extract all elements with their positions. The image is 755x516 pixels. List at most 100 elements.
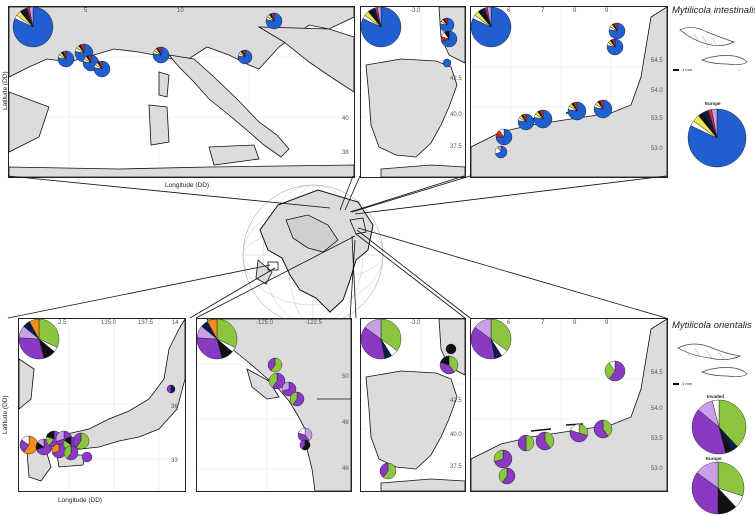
tick-lat: 46	[342, 466, 349, 472]
land-iberia	[365, 370, 458, 470]
haplotype-pie	[93, 60, 111, 78]
land-korea	[19, 358, 35, 410]
haplotype-pie	[166, 384, 176, 394]
haplotype-pie	[608, 22, 626, 40]
land-north-america	[206, 319, 351, 491]
map-northsea-bottom	[471, 319, 667, 491]
tick-lat: 53.0	[651, 466, 663, 472]
haplotype-pie	[604, 360, 626, 382]
x-axis-title-bottom: Longitude (DD)	[58, 497, 103, 504]
parasite-illustration-top: ♀ ♂	[673, 27, 748, 73]
tick-lat: 53.5	[651, 116, 663, 122]
legend-pie-invaded	[691, 399, 747, 455]
tick-lon: 9	[605, 320, 609, 326]
map-iberia-bottom	[361, 319, 465, 491]
haplotype-pie	[517, 113, 535, 131]
tick-lat: 53.0	[651, 146, 663, 152]
tick-lon: 6	[507, 320, 511, 326]
land-sicily	[208, 144, 260, 166]
legend-pie-invaded	[691, 399, 747, 455]
haplotype-pie	[494, 145, 508, 159]
haplotype-pie	[19, 319, 60, 360]
tick-lon: 6	[507, 8, 511, 14]
haplotype-pie	[57, 50, 75, 68]
haplotype-pie	[493, 449, 513, 469]
haplotype-pie	[593, 99, 613, 119]
tick-lat: 37.5	[450, 144, 462, 150]
map-panel-mediterranean	[8, 6, 355, 178]
species-title-intestinalis: Mytilicola intestinalis	[672, 5, 755, 16]
tick-lon: 8	[573, 320, 577, 326]
land-adriatic-coast	[257, 26, 354, 93]
haplotype-pie	[12, 7, 54, 48]
land-africa	[9, 164, 354, 177]
tick-lat: 38	[342, 150, 349, 156]
svg-text:♀: ♀	[706, 44, 709, 49]
tick-lat: 40	[342, 116, 349, 122]
haplotype-pie	[442, 58, 452, 68]
tick-lat: 54.0	[651, 88, 663, 94]
tick-lat: 54.0	[651, 406, 663, 412]
haplotype-pie	[63, 445, 79, 461]
haplotype-pie	[495, 128, 513, 146]
haplotype-pie	[439, 355, 459, 375]
haplotype-pie	[299, 439, 311, 451]
land-iberia-edge	[9, 91, 50, 153]
tick-lon: -3.0	[410, 8, 421, 14]
map-panel-northsea-top	[470, 6, 668, 178]
tick-lon: 8	[573, 8, 577, 14]
tick-lat: 54.5	[651, 370, 663, 376]
land-morocco	[380, 164, 465, 177]
map-panel-northsea-bottom	[470, 318, 668, 492]
tick-lat: 53.5	[651, 436, 663, 442]
tick-lat: 40.0	[450, 432, 462, 438]
tick-lat: 42.5	[450, 398, 462, 404]
tick-lon: -122.5	[305, 320, 323, 326]
haplotype-pie	[51, 443, 67, 459]
parasite-illustration-bottom	[673, 343, 748, 385]
scale-bar-label-bottom: 1 mm	[682, 381, 692, 386]
land-honshu	[46, 319, 185, 452]
tick-lon: 7	[541, 8, 545, 14]
legend-label-europe-top: Europe	[705, 101, 721, 106]
haplotype-pie	[569, 423, 589, 443]
haplotype-pie	[567, 101, 587, 121]
map-northsea-top	[471, 7, 667, 177]
tick-lon: -3.0	[410, 320, 421, 326]
tick-lat: 33	[171, 458, 178, 464]
map-mediterranean	[9, 7, 354, 177]
map-pacific-northwest	[197, 319, 351, 491]
legend-pie-europe-bottom	[691, 461, 745, 515]
tick-lon: 7	[541, 320, 545, 326]
scale-bar-label-top: 1 mm	[682, 67, 692, 72]
haplotype-pie	[498, 467, 516, 485]
haplotype-pie	[237, 49, 253, 65]
land-sardinia	[148, 104, 170, 146]
haplotype-pie	[289, 391, 305, 407]
haplotype-pie	[379, 462, 397, 480]
tick-lat: 54.5	[651, 58, 663, 64]
y-axis-title-bottom: Latitude (DD)	[2, 395, 9, 434]
tick-lat: 37.5	[450, 464, 462, 470]
haplotype-pie	[81, 451, 93, 463]
land-vancouver-island	[246, 368, 280, 400]
tick-lon: 5	[84, 8, 88, 14]
map-panel-japan	[18, 318, 186, 492]
tick-lat: 50	[342, 374, 349, 380]
tick-lon: 137.5	[138, 320, 154, 326]
tick-lon: 9	[605, 8, 609, 14]
haplotype-pie	[361, 7, 402, 48]
haplotype-pie	[606, 38, 624, 56]
land-corsica	[158, 71, 170, 98]
haplotype-pie	[517, 434, 535, 452]
haplotype-pie	[471, 7, 512, 48]
land-iberia	[365, 58, 458, 158]
haplotype-pie	[445, 343, 457, 355]
species-title-orientalis: Mytilicola orientalis	[672, 320, 752, 331]
svg-text:♂: ♂	[738, 68, 741, 73]
legend-label-europe-bottom: Europe	[706, 456, 722, 461]
haplotype-pie	[265, 12, 283, 30]
haplotype-pie	[197, 319, 238, 360]
tick-lon: -125.0	[256, 320, 274, 326]
haplotype-pie	[297, 427, 313, 443]
